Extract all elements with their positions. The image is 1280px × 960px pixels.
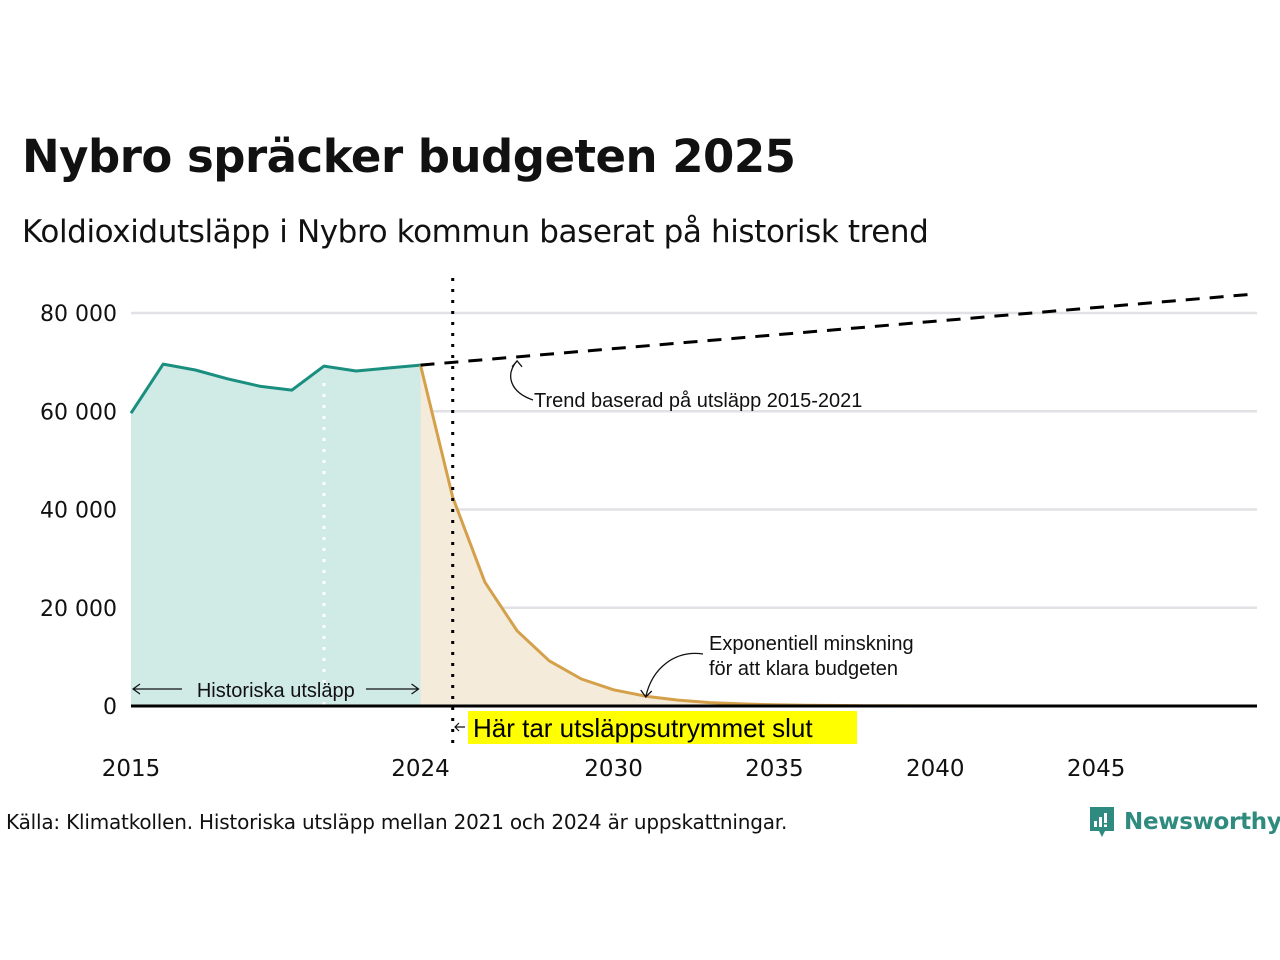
x-tick-label: 2040 — [906, 756, 965, 782]
y-tick-label: 80 000 — [40, 302, 117, 327]
historical-span-label: Historiska utsläpp — [197, 680, 355, 702]
x-tick-label: 2035 — [745, 756, 804, 782]
brand[interactable]: Newsworthy — [1088, 805, 1280, 839]
trend-line — [420, 292, 1258, 367]
x-axis-ticks: 2015 2024 2030 2035 2040 2045 — [102, 756, 1126, 782]
highlight-background — [468, 711, 857, 744]
y-tick-label: 20 000 — [40, 597, 117, 622]
source-note: Källa: Klimatkollen. Historiska utsläpp … — [6, 810, 788, 834]
y-tick-label: 40 000 — [40, 499, 117, 524]
y-axis-ticks: 0 20 000 40 000 60 000 80 000 — [40, 302, 117, 720]
exponential-annotation-line-2: för att klara budgeten — [709, 658, 898, 680]
x-tick-label: 2030 — [584, 756, 643, 782]
exponential-annotation-arrow — [640, 652, 704, 699]
historical-span-arrow-right — [366, 683, 420, 695]
newsworthy-logo-icon — [1090, 807, 1114, 837]
chart-subtitle: Koldioxidutsläpp i Nybro kommun baserat … — [22, 214, 929, 250]
historical-area — [131, 364, 421, 706]
chart-title: Nybro spräcker budgeten 2025 — [22, 130, 796, 183]
y-tick-label: 0 — [103, 695, 117, 720]
x-tick-label: 2024 — [391, 756, 450, 782]
highlight-label: Här tar utsläppsutrymmet slut — [473, 713, 813, 743]
brand-name: Newsworthy — [1124, 809, 1280, 835]
y-tick-label: 60 000 — [40, 400, 117, 425]
budget-area — [420, 365, 1257, 706]
trend-annotation-label: Trend baserad på utsläpp 2015-2021 — [534, 390, 862, 412]
historical-span-arrow-left — [131, 683, 182, 695]
historical-line — [129, 362, 421, 415]
highlight-arrow — [454, 722, 465, 732]
x-tick-label: 2015 — [102, 756, 161, 782]
x-tick-label: 2045 — [1067, 756, 1126, 782]
exponential-annotation-line-1: Exponentiell minskning — [709, 633, 914, 655]
trend-annotation-arrow — [510, 359, 534, 401]
